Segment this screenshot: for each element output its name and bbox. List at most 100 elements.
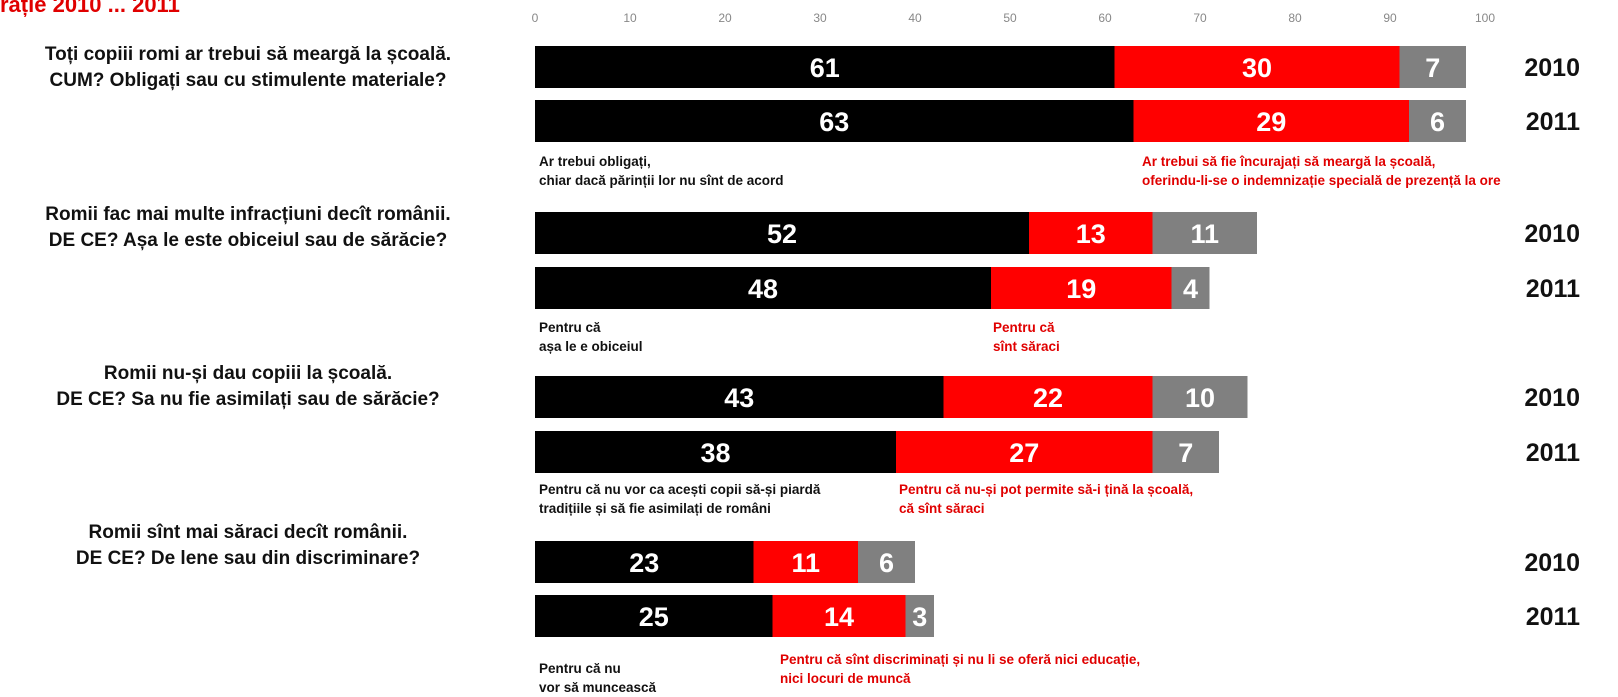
group-2-left-note-line-1: Pentru că [539, 320, 601, 335]
bar-segment-gray [858, 541, 915, 583]
bar-value-label: 6 [1430, 107, 1445, 137]
x-tick-label: 70 [1193, 11, 1207, 25]
year-label: 2011 [1526, 439, 1580, 467]
bar-segment-gray [1399, 46, 1466, 88]
group-3-right-note: Pentru că nu-și pot permite să-i țină la… [899, 480, 1193, 518]
question-2: Romii fac mai multe infracțiuni decît ro… [0, 202, 508, 254]
page-title: rație 2010 ... 2011 [0, 0, 180, 17]
bar-segment-black [535, 376, 944, 418]
bar-value-label: 63 [819, 107, 849, 137]
year-label: 2010 [1524, 384, 1580, 412]
year-label: 2010 [1524, 220, 1580, 248]
bar-value-label: 6 [879, 548, 894, 578]
bar-value-label: 7 [1425, 53, 1440, 83]
bar-segment-red [772, 595, 906, 637]
bar-value-label: 43 [724, 383, 754, 413]
group-1-right-note-line-2: oferindu-li-se o indemnizație specială d… [1142, 173, 1501, 188]
group-4-right-note: Pentru că sînt discriminați și nu li se … [780, 650, 1140, 688]
bar-value-label: 52 [767, 219, 797, 249]
group-2-right-note: Pentru că sînt săraci [993, 318, 1060, 356]
x-tick-label: 30 [813, 11, 827, 25]
group-4-left-note-line-2: vor să muncească [539, 680, 657, 695]
bar-segment-gray [1152, 431, 1219, 473]
year-label: 2011 [1526, 275, 1580, 303]
group-2-right-note-line-2: sînt săraci [993, 339, 1060, 354]
question-4: Romii sînt mai săraci decît românii. DE … [0, 520, 508, 572]
question-1: Toți copiii romi ar trebui să meargă la … [0, 42, 508, 94]
bar-value-label: 13 [1076, 219, 1106, 249]
bar-value-label: 29 [1256, 107, 1286, 137]
group-3-left-note-line-2: tradițiile și să fie asimilați de români [539, 501, 771, 516]
x-tick-label: 60 [1098, 11, 1112, 25]
group-1-left-note-line-2: chiar dacă părinții lor nu sînt de acord [539, 173, 784, 188]
bar-value-label: 61 [810, 53, 840, 83]
bar-segment-gray [1152, 376, 1248, 418]
bar-value-label: 30 [1242, 53, 1272, 83]
bar-segment-red [896, 431, 1153, 473]
bar-segment-red [1114, 46, 1400, 88]
bar-segment-gray [905, 595, 934, 637]
bar-value-label: 7 [1178, 438, 1193, 468]
bar-segment-gray [1171, 267, 1210, 309]
group-3-right-note-line-1: Pentru că nu-și pot permite să-i țină la… [899, 482, 1194, 497]
bar-segment-black [535, 541, 754, 583]
x-tick-label: 100 [1475, 11, 1495, 25]
x-tick-label: 40 [908, 11, 922, 25]
group-1-left-note: Ar trebui obligați, chiar dacă părinții … [539, 152, 784, 190]
x-tick-label: 80 [1288, 11, 1302, 25]
bar-segment-black [535, 267, 991, 309]
bar-value-label: 27 [1009, 438, 1039, 468]
bar-segment-black [535, 431, 896, 473]
bar-value-label: 14 [824, 602, 854, 632]
year-label: 2011 [1526, 108, 1580, 136]
group-4-left-note: Pentru că nu vor să muncească [539, 659, 656, 697]
bar-value-label: 3 [912, 602, 927, 632]
group-2-left-note: Pentru că așa le e obiceiul [539, 318, 643, 356]
x-tick-label: 50 [1003, 11, 1017, 25]
question-1-line-1: Toți copiii romi ar trebui să meargă la … [44, 44, 452, 65]
bar-segment-black [535, 100, 1134, 142]
bar-segment-red [753, 541, 858, 583]
bar-value-label: 11 [791, 548, 820, 578]
group-2-left-note-line-2: așa le e obiceiul [539, 339, 643, 354]
group-1-left-note-line-1: Ar trebui obligați, [539, 154, 651, 169]
bar-segment-red [991, 267, 1172, 309]
bar-segment-gray [1152, 212, 1257, 254]
year-label: 2010 [1524, 549, 1580, 577]
question-3: Romii nu-și dau copiii la școală. DE CE?… [0, 361, 508, 413]
question-3-line-1: Romii nu-și dau copiii la școală. [103, 363, 393, 384]
bar-value-label: 11 [1190, 219, 1219, 249]
x-tick-label: 0 [532, 11, 539, 25]
bar-segment-red [943, 376, 1153, 418]
question-2-line-2: DE CE? Așa le este obiceiul sau de sărăc… [48, 230, 448, 251]
x-tick-label: 90 [1383, 11, 1397, 25]
group-1-right-note: Ar trebui să fie încurajați să meargă la… [1142, 152, 1501, 190]
bar-segment-red [1029, 212, 1153, 254]
bar-segment-black [535, 595, 773, 637]
group-2-right-note-line-1: Pentru că [993, 320, 1055, 335]
bar-value-label: 25 [639, 602, 669, 632]
bar-value-label: 23 [629, 548, 659, 578]
bar-value-label: 4 [1183, 274, 1198, 304]
group-4-right-note-line-1: Pentru că sînt discriminați și nu li se … [780, 652, 1141, 667]
group-3-left-note-line-1: Pentru că nu vor ca acești copii să-și p… [539, 482, 821, 497]
bar-value-label: 38 [700, 438, 730, 468]
question-4-line-1: Romii sînt mai săraci decît românii. [88, 522, 408, 543]
bar-value-label: 10 [1185, 383, 1215, 413]
bar-segment-black [535, 212, 1029, 254]
group-4-right-note-line-2: nici locuri de muncă [780, 671, 911, 686]
question-3-line-2: DE CE? Sa nu fie asimilați sau de sărăci… [56, 389, 440, 410]
group-1-right-note-line-1: Ar trebui să fie încurajați să meargă la… [1142, 154, 1436, 169]
bar-segment-gray [1409, 100, 1466, 142]
bar-value-label: 48 [748, 274, 778, 304]
group-3-left-note: Pentru că nu vor ca acești copii să-și p… [539, 480, 820, 518]
bar-value-label: 19 [1066, 274, 1096, 304]
x-tick-label: 20 [718, 11, 732, 25]
group-4-left-note-line-1: Pentru că nu [539, 661, 621, 676]
year-label: 2011 [1526, 603, 1580, 631]
bar-value-label: 22 [1033, 383, 1063, 413]
year-label: 2010 [1524, 54, 1580, 82]
bar-segment-red [1133, 100, 1409, 142]
question-4-line-2: DE CE? De lene sau din discriminare? [75, 548, 421, 569]
